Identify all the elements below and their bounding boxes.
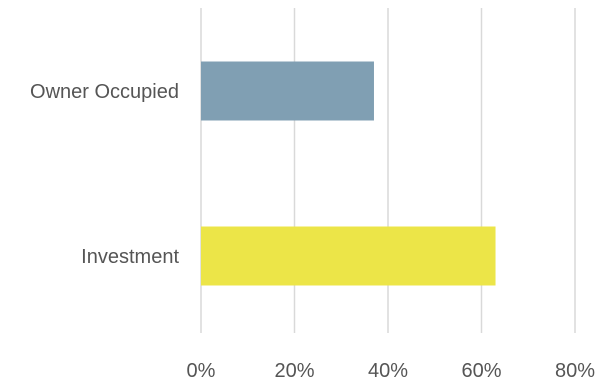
bars <box>201 61 496 286</box>
category-label: Owner Occupied <box>30 81 179 103</box>
x-axis-tick-labels: 0% 20% 40% 60% 80% <box>187 360 596 381</box>
x-tick-label: 40% <box>368 360 408 381</box>
category-labels: Owner Occupied Investment <box>30 81 179 268</box>
x-tick-label: 0% <box>187 360 216 381</box>
category-label: Investment <box>81 246 179 268</box>
x-tick-label: 20% <box>274 360 314 381</box>
x-tick-label: 80% <box>555 360 595 381</box>
bar-investment <box>201 226 496 286</box>
bar-owner-occupied <box>201 61 374 121</box>
x-tick-label: 60% <box>461 360 501 381</box>
